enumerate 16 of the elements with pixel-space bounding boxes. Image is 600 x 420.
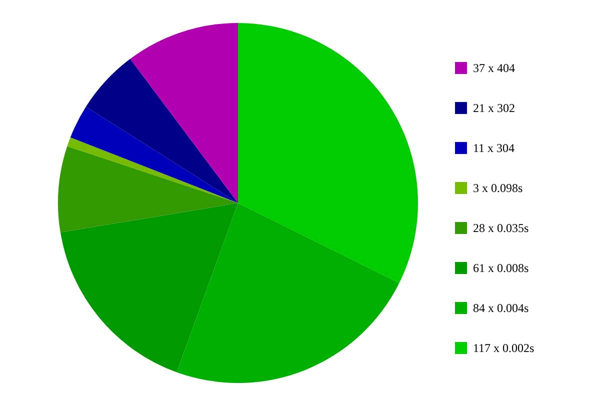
legend-label: 37 x 404 [473,60,515,76]
legend-label: 11 x 304 [473,140,515,156]
legend-label: 3 x 0.098s [473,180,523,196]
pie-slice [86,58,238,203]
pie-slice [176,203,400,383]
pie-slice [130,23,238,203]
legend-label: 84 x 0.004s [473,300,529,316]
pie-slice [67,137,238,203]
pie-slice [238,23,418,283]
pie-slice [60,203,238,372]
legend-label: 117 x 0.002s [473,340,534,356]
legend-label: 21 x 302 [473,100,515,116]
pie-slice [58,146,238,232]
pie-slice [70,106,238,203]
legend-label: 28 x 0.035s [473,220,529,236]
legend-label: 61 x 0.008s [473,260,529,276]
